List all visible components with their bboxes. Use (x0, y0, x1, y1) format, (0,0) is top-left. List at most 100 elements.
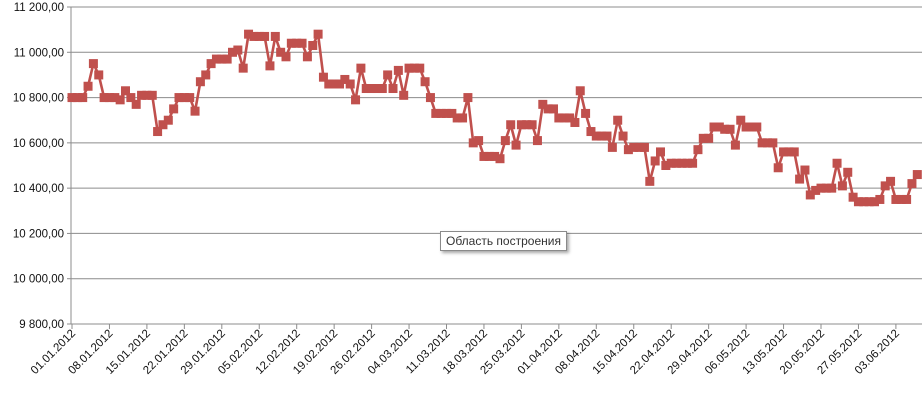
data-point[interactable] (115, 95, 125, 105)
data-point[interactable] (581, 108, 591, 118)
data-point[interactable] (88, 59, 98, 69)
data-point[interactable] (99, 93, 109, 103)
data-point[interactable] (848, 192, 858, 202)
data-point[interactable] (163, 115, 173, 125)
data-point[interactable] (318, 72, 328, 82)
data-point[interactable] (682, 158, 692, 168)
data-point[interactable] (211, 54, 221, 64)
data-point[interactable] (329, 79, 339, 89)
data-point[interactable] (195, 77, 205, 87)
data-point[interactable] (238, 63, 248, 73)
data-point[interactable] (158, 120, 168, 130)
data-point[interactable] (666, 158, 676, 168)
data-point[interactable] (206, 59, 216, 69)
data-point[interactable] (442, 108, 451, 118)
data-point[interactable] (538, 99, 548, 109)
data-point[interactable] (393, 65, 403, 75)
data-point[interactable] (458, 113, 468, 123)
data-point[interactable] (169, 104, 179, 114)
data-point[interactable] (388, 84, 398, 94)
data-point[interactable] (270, 31, 280, 41)
data-point[interactable] (763, 138, 772, 148)
data-point[interactable] (768, 138, 778, 148)
data-point[interactable] (623, 145, 633, 155)
data-point[interactable] (351, 95, 361, 105)
data-point[interactable] (639, 142, 649, 152)
data-point[interactable] (880, 181, 890, 191)
data-point[interactable] (650, 156, 660, 166)
data-point[interactable] (292, 38, 302, 48)
data-point[interactable] (570, 117, 580, 127)
data-point[interactable] (147, 90, 157, 100)
data-point[interactable] (447, 108, 457, 118)
data-point[interactable] (725, 124, 735, 134)
data-point[interactable] (837, 181, 847, 191)
data-point[interactable] (591, 131, 601, 141)
data-point[interactable] (843, 167, 853, 177)
data-point[interactable] (78, 93, 88, 103)
data-point[interactable] (720, 124, 730, 134)
data-point[interactable] (404, 63, 414, 73)
data-point[interactable] (746, 122, 756, 132)
data-point[interactable] (773, 163, 783, 173)
data-point[interactable] (415, 63, 425, 73)
data-point[interactable] (142, 90, 152, 100)
data-point[interactable] (324, 79, 334, 89)
data-point[interactable] (72, 93, 82, 103)
data-point[interactable] (495, 154, 505, 164)
data-point[interactable] (714, 122, 724, 132)
data-point[interactable] (532, 136, 542, 146)
data-point[interactable] (677, 158, 687, 168)
data-point[interactable] (779, 147, 789, 157)
data-point[interactable] (383, 70, 393, 80)
data-point[interactable] (500, 136, 510, 146)
plot-area[interactable] (67, 29, 922, 207)
data-point[interactable] (506, 120, 516, 130)
data-point[interactable] (484, 151, 494, 161)
data-point[interactable] (222, 54, 232, 64)
data-point[interactable] (425, 93, 435, 103)
data-point[interactable] (131, 99, 141, 109)
data-point[interactable] (789, 147, 799, 157)
data-point[interactable] (185, 93, 195, 103)
data-point[interactable] (201, 70, 211, 80)
data-point[interactable] (67, 93, 77, 103)
data-point[interactable] (549, 104, 558, 114)
data-point[interactable] (704, 133, 714, 143)
data-point[interactable] (543, 104, 553, 114)
data-point[interactable] (340, 74, 350, 84)
data-point[interactable] (688, 158, 698, 168)
data-point[interactable] (656, 147, 665, 157)
data-point[interactable] (613, 115, 623, 125)
data-point[interactable] (516, 120, 526, 130)
data-point[interactable] (254, 31, 264, 41)
data-point[interactable] (816, 183, 826, 193)
data-point[interactable] (179, 93, 189, 103)
data-point[interactable] (752, 122, 762, 132)
data-point[interactable] (260, 31, 270, 41)
data-point[interactable] (864, 197, 874, 207)
data-point[interactable] (875, 194, 885, 204)
data-point[interactable] (297, 38, 307, 48)
data-point[interactable] (698, 133, 708, 143)
data-point[interactable] (335, 79, 344, 89)
data-point[interactable] (511, 140, 521, 150)
data-point[interactable] (709, 122, 719, 132)
data-point[interactable] (399, 90, 409, 100)
data-point[interactable] (436, 108, 446, 118)
data-point[interactable] (554, 113, 564, 123)
data-point[interactable] (757, 138, 767, 148)
data-point[interactable] (784, 147, 794, 157)
data-point[interactable] (870, 197, 879, 207)
data-point[interactable] (153, 127, 163, 137)
data-point[interactable] (859, 197, 869, 207)
data-point[interactable] (174, 93, 184, 103)
data-point[interactable] (607, 142, 617, 152)
data-point[interactable] (308, 40, 318, 50)
data-point[interactable] (463, 93, 473, 103)
data-point[interactable] (602, 131, 612, 141)
data-point[interactable] (795, 174, 805, 184)
data-point[interactable] (367, 84, 377, 94)
data-point[interactable] (233, 45, 243, 55)
data-point[interactable] (527, 120, 537, 130)
